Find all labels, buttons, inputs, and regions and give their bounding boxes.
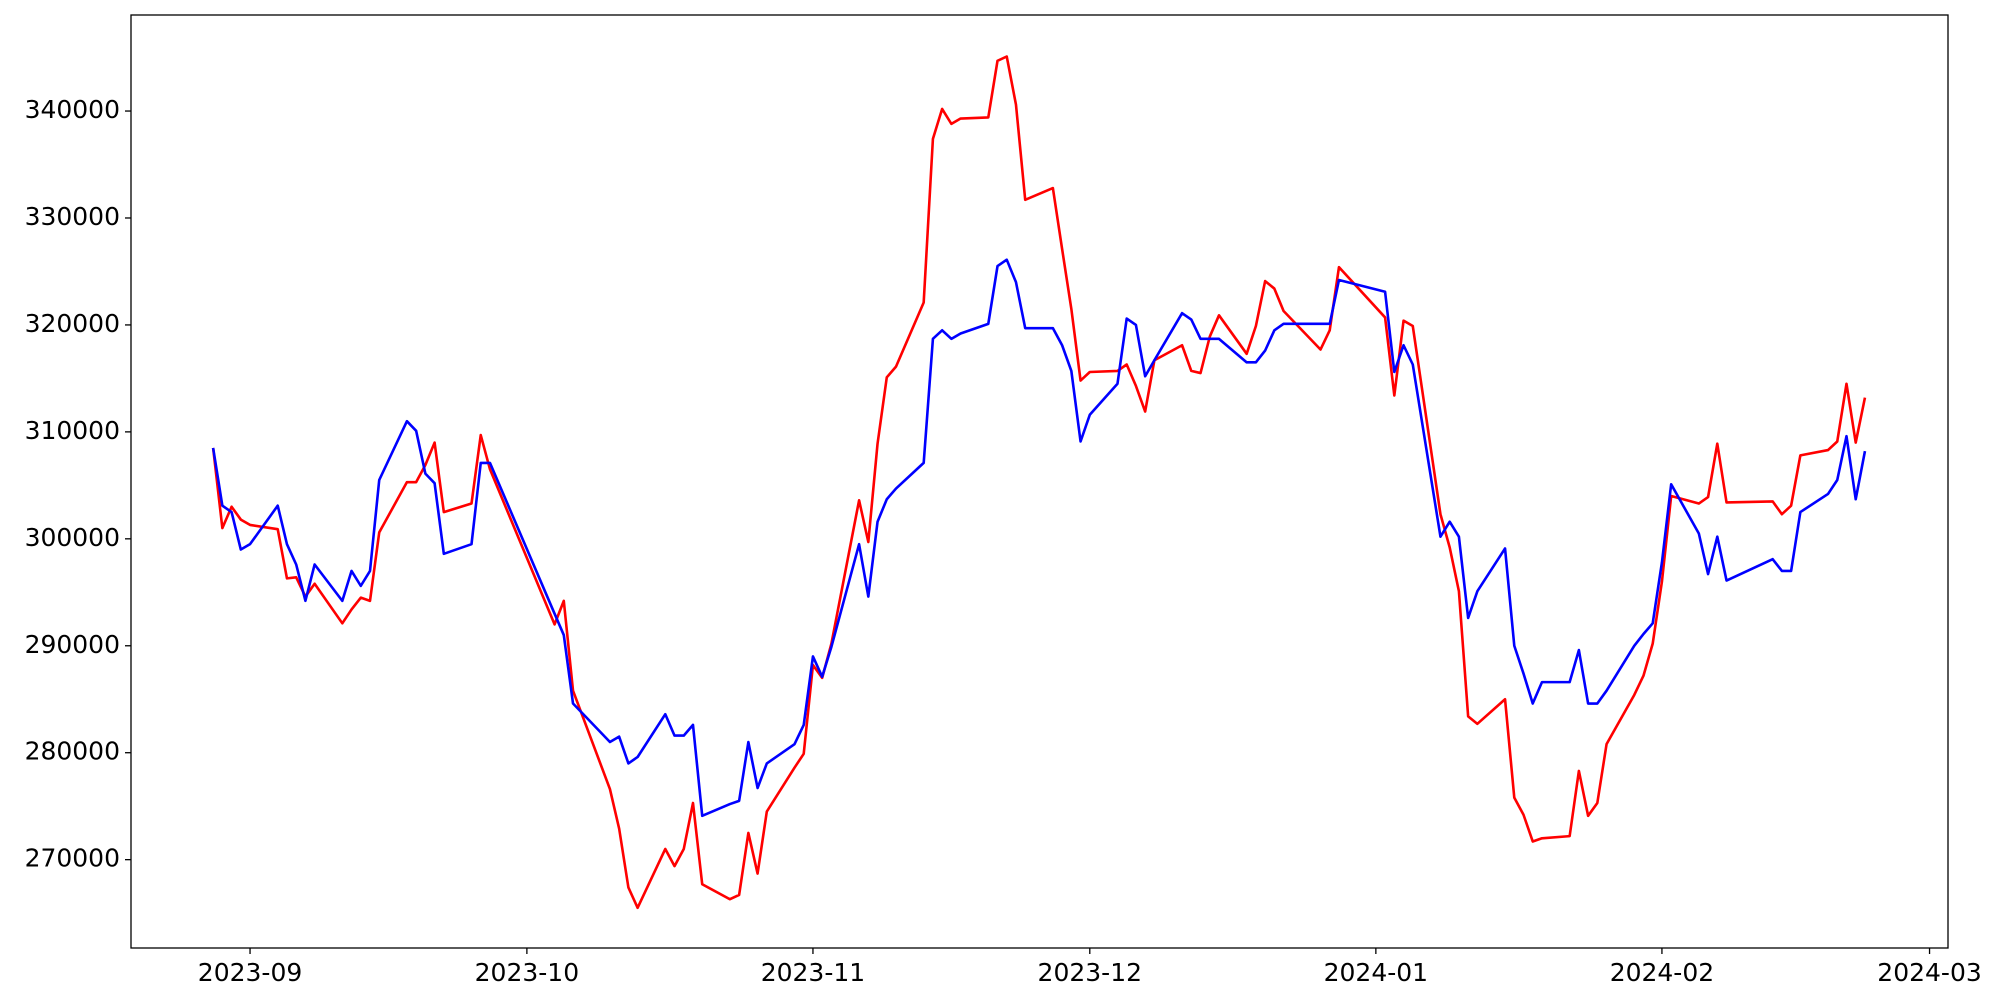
x-tick-label: 2024-01 xyxy=(1324,958,1428,987)
plot-frame xyxy=(130,14,1949,949)
y-tick-label: 300000 xyxy=(25,523,120,552)
y-tick-label: 270000 xyxy=(25,844,120,873)
x-tick-label: 2023-11 xyxy=(761,958,865,987)
y-tick-label: 280000 xyxy=(25,737,120,766)
y-tick-label: 340000 xyxy=(25,95,120,124)
x-tick-label: 2023-09 xyxy=(198,958,302,987)
series-line xyxy=(211,55,1867,910)
x-tick-label: 2024-02 xyxy=(1610,958,1714,987)
x-tick-label: 2024-03 xyxy=(1877,958,1981,987)
series-line xyxy=(211,258,1867,818)
x-tick-label: 2023-12 xyxy=(1038,958,1142,987)
y-tick-label: 290000 xyxy=(25,630,120,659)
y-tick-label: 310000 xyxy=(25,416,120,445)
y-tick-label: 320000 xyxy=(25,309,120,338)
y-tick-label: 330000 xyxy=(25,202,120,231)
x-tick-label: 2023-10 xyxy=(475,958,579,987)
